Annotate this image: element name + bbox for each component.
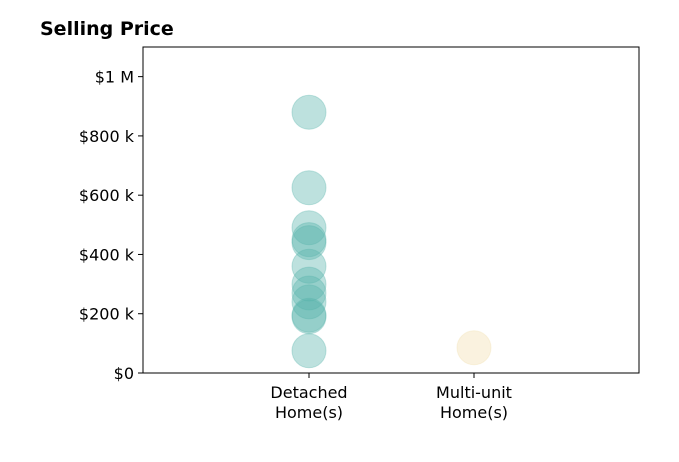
y-tick-label: $400 k — [79, 245, 135, 264]
data-point — [291, 170, 327, 206]
data-point — [291, 297, 327, 333]
data-point — [456, 330, 492, 366]
y-tick-label: $800 k — [79, 127, 135, 146]
y-tick-label: $1 M — [95, 68, 134, 87]
chart-title: Selling Price — [40, 18, 174, 40]
data-point — [291, 299, 327, 335]
y-tick-label: $200 k — [79, 305, 135, 324]
data-point — [291, 333, 327, 369]
data-points — [291, 94, 492, 369]
data-point — [291, 94, 327, 130]
data-point — [291, 275, 327, 311]
data-point — [291, 222, 327, 258]
data-point — [291, 210, 327, 246]
y-axis: $0 $200 k $400 k $600 k $800 k $1 M — [79, 68, 143, 383]
data-point — [291, 284, 327, 320]
x-axis: Detached Home(s) Multi-unit Home(s) — [270, 373, 512, 422]
y-tick-label: $600 k — [79, 186, 135, 205]
data-point — [291, 225, 327, 261]
data-point — [291, 248, 327, 284]
data-point — [291, 266, 327, 302]
y-tick-label: $0 — [114, 364, 134, 383]
plot-frame — [142, 46, 640, 374]
x-tick-label: Detached Home(s) — [270, 383, 347, 422]
x-tick-label: Multi-unit Home(s) — [436, 383, 512, 422]
